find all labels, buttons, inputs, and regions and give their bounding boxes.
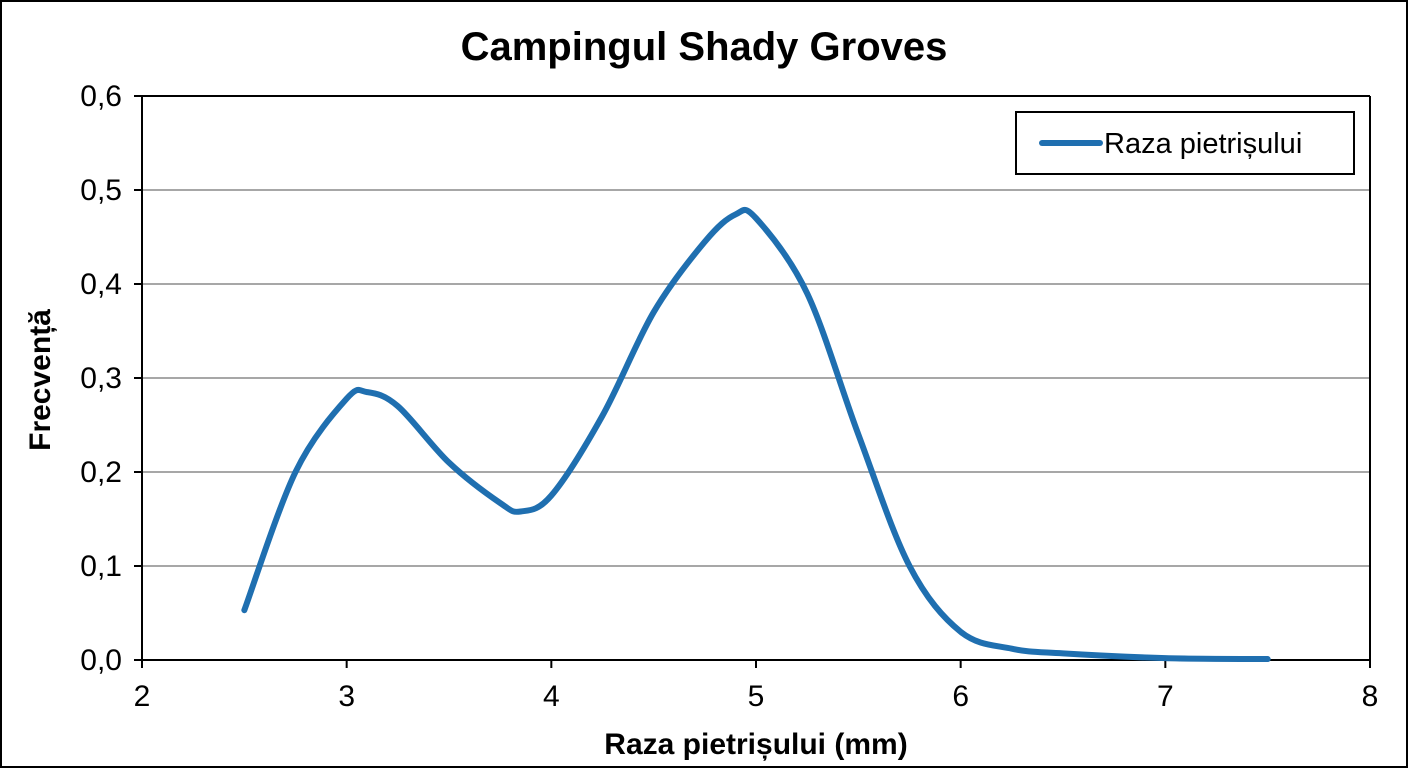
x-tick-label: 8	[1362, 680, 1379, 713]
y-axis-label: Frecvență	[24, 309, 57, 451]
x-tick-label: 2	[134, 680, 151, 713]
x-tick-label: 6	[952, 680, 969, 713]
series-line-0	[241, 206, 1271, 663]
y-tick-label: 0,5	[80, 174, 122, 207]
plot-area	[241, 206, 1271, 663]
y-axis-ticks: 0,0 0,1 0,2 0,3 0,4 0,5 0,6	[80, 80, 142, 677]
y-tick-label: 0,0	[80, 644, 122, 677]
legend-label: Raza pietrișului	[1104, 128, 1302, 160]
y-tick-label: 0,6	[80, 80, 122, 113]
x-axis-label: Raza pietrișului (mm)	[604, 728, 907, 761]
y-tick-label: 0,1	[80, 550, 122, 583]
y-tick-label: 0,3	[80, 362, 122, 395]
chart-title: Campingul Shady Groves	[461, 25, 948, 69]
x-tick-label: 7	[1157, 680, 1174, 713]
legend: Raza pietrișului	[1015, 111, 1355, 175]
x-tick-label: 5	[748, 680, 765, 713]
x-tick-label: 3	[338, 680, 355, 713]
x-tick-label: 4	[543, 680, 560, 713]
y-tick-label: 0,2	[80, 456, 122, 489]
y-tick-label: 0,4	[80, 268, 122, 301]
x-axis-ticks: 2 3 4 5 6 7 8	[134, 660, 1379, 713]
